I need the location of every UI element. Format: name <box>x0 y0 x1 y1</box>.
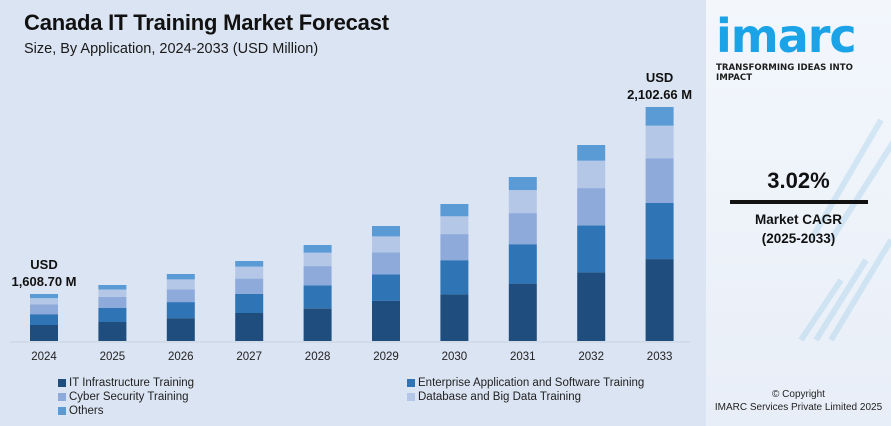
bar-segment-2024-others <box>30 294 58 299</box>
x-tick-label: 2026 <box>168 351 194 363</box>
bar-segment-2029-others <box>372 226 400 237</box>
bar-segment-2028-it-infrastructure-training <box>303 308 332 341</box>
bar-segment-2025-it-infrastructure-training <box>98 322 127 341</box>
bar-segment-2033-others <box>645 107 674 126</box>
bar-segment-2029-database-and-big-data-training <box>372 236 400 253</box>
legend-item: Cyber Security Training <box>58 390 194 404</box>
bar-segment-2025-enterprise-application-and-software-training <box>98 308 127 322</box>
legend-column-2: Enterprise Application and Software Trai… <box>407 376 644 404</box>
bar-segment-2033-cyber-security-training <box>645 158 674 203</box>
stacked-bar-chart: 2024 2025 2026 2027 2028 2029 2030 2031 2032 2033… <box>10 70 692 363</box>
legend-swatch <box>407 393 415 401</box>
legend-label: IT Infrastructure Training <box>69 377 195 389</box>
bar-segment-2029-enterprise-application-and-software-training <box>372 274 400 301</box>
cagr-divider <box>729 200 868 204</box>
x-tick-label: 2033 <box>647 351 673 363</box>
info-sidebar: imarc TRANSFORMING IDEAS INTO IMPACT 3.0… <box>706 0 891 426</box>
bar-segment-2027-it-infrastructure-training <box>235 313 264 341</box>
decorative-background-chart <box>798 118 891 342</box>
legend-label: Enterprise Application and Software Trai… <box>418 377 645 389</box>
cagr-block: 3.02% Market CAGR (2025-2033) <box>706 168 891 248</box>
bar-segment-2033-database-and-big-data-training <box>645 125 674 159</box>
bar-segment-2032-it-infrastructure-training <box>577 272 606 341</box>
bar-segment-2031-database-and-big-data-training <box>508 190 537 214</box>
x-tick-label: 2030 <box>442 351 468 363</box>
bar-segment-2031-cyber-security-training <box>508 213 537 245</box>
cagr-label: Market CAGR <box>754 212 843 227</box>
bar-segment-2028-others <box>303 245 332 253</box>
legend-swatch <box>58 407 66 415</box>
bar-segment-2026-database-and-big-data-training <box>166 279 195 290</box>
legend-item: Database and Big Data Training <box>407 390 644 404</box>
bar-segment-2031-others <box>508 177 537 191</box>
bar-segment-2025-cyber-security-training <box>98 296 127 308</box>
legend-swatch <box>58 379 66 387</box>
imarc-logo: imarc TRANSFORMING IDEAS INTO IMPACT <box>716 6 886 83</box>
bar-segment-2032-enterprise-application-and-software-training <box>577 225 606 273</box>
bar-segment-2025-database-and-big-data-training <box>98 289 127 297</box>
chart-title: Canada IT Training Market Forecast <box>24 10 389 35</box>
legend-item: IT Infrastructure Training <box>58 376 194 390</box>
logo-tagline: TRANSFORMING IDEAS INTO IMPACT <box>716 63 853 83</box>
cagr-value: 3.02% <box>767 168 830 193</box>
bar-segment-2033-it-infrastructure-training <box>645 259 674 341</box>
legend-item: Others <box>58 404 194 418</box>
bar-segment-2025-others <box>98 285 127 290</box>
data-label-currency: USD <box>30 257 57 272</box>
bar-segment-2024-database-and-big-data-training <box>30 298 58 305</box>
bar-segment-2032-others <box>577 145 606 161</box>
x-tick-label: 2028 <box>305 351 331 363</box>
bar-segment-2030-cyber-security-training <box>440 234 469 261</box>
legend-label: Others <box>69 405 104 417</box>
legend-swatch <box>407 379 415 387</box>
bar-segment-2029-it-infrastructure-training <box>372 300 400 341</box>
bar-segment-2027-enterprise-application-and-software-training <box>235 293 264 313</box>
bar-segment-2031-it-infrastructure-training <box>508 283 537 341</box>
data-label-value: 2,102.66 M <box>627 87 692 102</box>
x-tick-label: 2027 <box>236 351 262 363</box>
bar-segment-2026-others <box>166 274 195 280</box>
bar-segment-2030-enterprise-application-and-software-training <box>440 260 469 295</box>
bar-segment-2028-cyber-security-training <box>303 266 332 286</box>
data-label-currency: USD <box>646 70 673 85</box>
bar-segment-2026-it-infrastructure-training <box>166 318 195 341</box>
bar-segment-2032-database-and-big-data-training <box>577 160 606 189</box>
bar-segment-2027-others <box>235 261 264 267</box>
x-tick-label: 2032 <box>578 351 604 363</box>
copyright-line-1: © Copyright <box>772 389 825 400</box>
bar-segment-2028-database-and-big-data-training <box>303 252 332 267</box>
bar-segment-2024-enterprise-application-and-software-training <box>30 314 58 325</box>
legend-label: Cyber Security Training <box>69 391 189 403</box>
bar-segment-2027-database-and-big-data-training <box>235 266 264 279</box>
x-tick-label: 2025 <box>100 351 126 363</box>
data-label-value: 1,608.70 M <box>11 274 76 289</box>
logo-wordmark: imarc <box>716 9 857 63</box>
x-tick-label: 2029 <box>373 351 399 363</box>
legend-swatch <box>58 393 66 401</box>
bar-segment-2030-it-infrastructure-training <box>440 294 469 341</box>
bar-segment-2030-others <box>440 204 469 217</box>
chart-panel: Canada IT Training Market Forecast Size,… <box>10 10 693 418</box>
cagr-period: (2025-2033) <box>761 231 836 246</box>
chart-subtitle: Size, By Application, 2024-2033 (USD Mil… <box>24 41 319 57</box>
legend-label: Database and Big Data Training <box>418 391 582 403</box>
bar-segment-2030-database-and-big-data-training <box>440 216 469 235</box>
bar-segment-2032-cyber-security-training <box>577 188 606 226</box>
x-tick-label: 2031 <box>510 351 536 363</box>
bar-segment-2031-enterprise-application-and-software-training <box>508 244 537 284</box>
bar-segment-2026-cyber-security-training <box>166 289 195 303</box>
copyright-notice: © Copyright IMARC Services Private Limit… <box>706 388 891 414</box>
bar-segment-2024-cyber-security-training <box>30 304 58 315</box>
bar-segment-2033-enterprise-application-and-software-training <box>645 202 674 260</box>
bar-segment-2028-enterprise-application-and-software-training <box>303 285 332 309</box>
legend-column-1: IT Infrastructure Training Cyber Securit… <box>58 376 194 418</box>
bar-segment-2026-enterprise-application-and-software-training <box>166 302 195 319</box>
x-tick-label: 2024 <box>31 351 57 363</box>
bar-segment-2024-it-infrastructure-training <box>30 325 58 341</box>
bar-segment-2029-cyber-security-training <box>372 252 400 275</box>
bar-segment-2027-cyber-security-training <box>235 278 264 294</box>
legend-item: Enterprise Application and Software Trai… <box>407 376 644 390</box>
copyright-line-2: IMARC Services Private Limited 2025 <box>714 402 883 413</box>
